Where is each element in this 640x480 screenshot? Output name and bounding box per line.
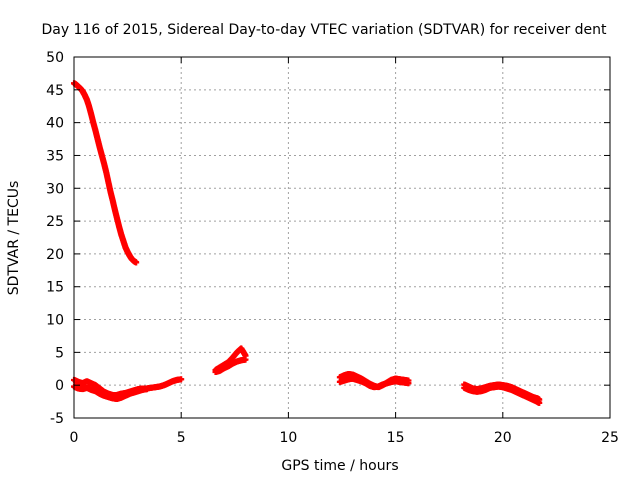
tick-layer: -5 0 5 10 15 20 25 30 35 40 45 50 0 5 10 15 20 25 [46, 50, 619, 446]
y-tick-label: 50 [46, 50, 64, 66]
data-point [536, 399, 543, 406]
data-point [178, 376, 185, 383]
plot-frame [73, 56, 611, 419]
y-tick-label: 20 [46, 247, 64, 263]
series-segment-4b [461, 383, 543, 406]
x-tick-label: 10 [279, 430, 297, 446]
y-axis-label: SDTVAR / TECUs [6, 181, 22, 296]
x-tick-label: 5 [177, 430, 186, 446]
y-tick-label: 35 [46, 148, 64, 164]
y-tick-label: 40 [46, 116, 64, 132]
y-tick-label: 5 [55, 345, 64, 361]
series-segment-1c [71, 383, 150, 402]
y-tick-label: 30 [46, 181, 64, 197]
x-axis-label: GPS time / hours [281, 458, 398, 474]
x-tick-label: 15 [387, 430, 405, 446]
data-layer [71, 80, 543, 406]
y-tick-label: 10 [46, 313, 64, 329]
y-tick-label: -5 [50, 411, 64, 427]
series-segment-2b [212, 356, 249, 376]
data-point [405, 380, 412, 387]
x-tick-label: 20 [494, 430, 512, 446]
y-tick-label: 0 [55, 378, 64, 394]
grid-layer [74, 57, 610, 418]
y-tick-label: 25 [46, 214, 64, 230]
y-tick-label: 15 [46, 280, 64, 296]
x-tick-label: 25 [601, 430, 619, 446]
x-tick-label: 0 [70, 430, 79, 446]
data-point [143, 386, 150, 393]
chart-title: Day 116 of 2015, Sidereal Day-to-day VTE… [41, 22, 607, 38]
data-point [133, 259, 140, 266]
y-tick-label: 45 [46, 83, 64, 99]
data-point [242, 356, 249, 363]
series-segment-1a [71, 80, 140, 266]
series-segment-3b [336, 375, 412, 391]
